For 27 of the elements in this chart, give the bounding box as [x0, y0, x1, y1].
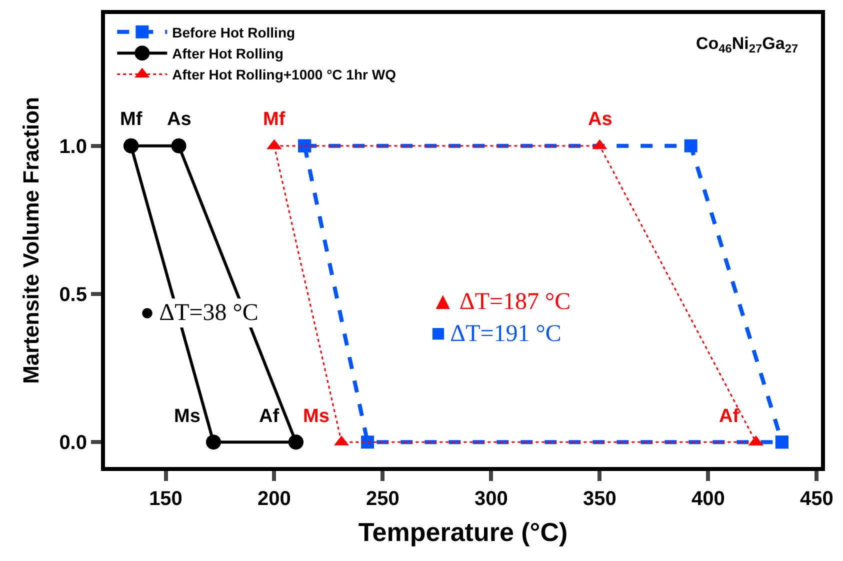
- annotation: Af: [259, 406, 280, 427]
- annotation: Mf: [120, 109, 143, 130]
- x-tick-label: 200: [258, 488, 291, 510]
- annotation: Ms: [174, 406, 200, 427]
- annotation: ■ ΔT=191 °C: [431, 321, 562, 347]
- annotation: As: [588, 109, 612, 130]
- x-tick-label: 350: [583, 488, 616, 510]
- x-tick-label: 250: [366, 488, 400, 510]
- x-tick-label: 300: [474, 488, 508, 510]
- legend-label: Before Hot Rolling: [172, 24, 296, 40]
- x-tick-label: 150: [149, 488, 182, 510]
- y-tick-label: 0.0: [59, 432, 87, 454]
- x-tick-label: 400: [691, 488, 725, 510]
- legend-label: After Hot Rolling+1000 °C 1hr WQ: [172, 66, 396, 83]
- x-tick-label: 450: [800, 488, 834, 510]
- annotation: ● ΔT=38 °C: [140, 300, 258, 326]
- y-tick-label: 0.5: [59, 284, 87, 306]
- annotation: ▲ ΔT=187 °C: [431, 289, 571, 315]
- annotation: Ms: [303, 406, 330, 427]
- legend-label: After Hot Rolling: [172, 46, 284, 62]
- annotation: Af: [719, 406, 740, 427]
- x-axis-title: Temperature (°C): [358, 517, 568, 548]
- text: Co$_{46}$Ni$_{27}$Ga$_{27}$: [696, 34, 798, 56]
- y-axis-title: Martensite Volume Fraction: [18, 97, 44, 384]
- y-tick-label: 1.0: [59, 136, 87, 158]
- annotation: Mf: [263, 109, 286, 130]
- annotation: As: [167, 109, 192, 130]
